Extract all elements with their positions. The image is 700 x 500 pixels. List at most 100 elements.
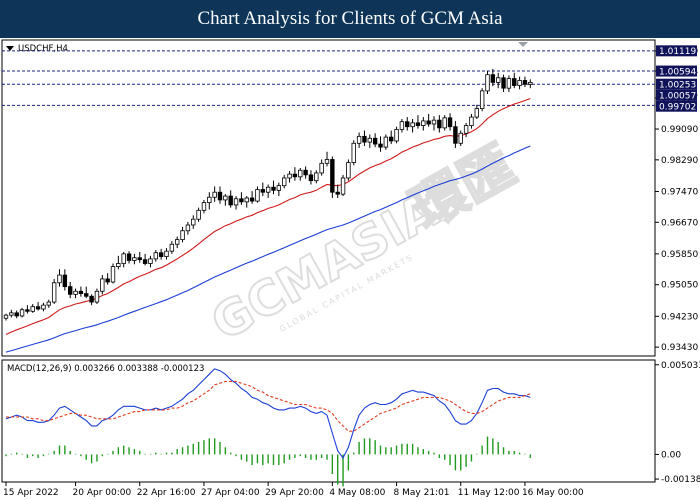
- candle: [356, 132, 362, 148]
- candle-body: [335, 191, 340, 195]
- candle: [335, 184, 340, 198]
- signal-line: [6, 380, 531, 432]
- dropdown-triangle-icon[interactable]: [6, 46, 14, 51]
- candle-body: [25, 309, 30, 312]
- candle-body: [415, 122, 421, 126]
- candle-body: [367, 137, 372, 143]
- price-tick-label: 0.93430: [661, 343, 698, 353]
- macd-tick-label: 0.005033: [661, 361, 700, 371]
- candle-body: [19, 309, 25, 317]
- candle: [62, 269, 68, 291]
- candle: [239, 192, 244, 205]
- macd-line: [5, 368, 531, 460]
- time-tick-label: 4 May 08:00: [329, 488, 385, 498]
- candle: [281, 174, 287, 189]
- candle-body: [89, 295, 94, 303]
- candle-body: [228, 195, 233, 206]
- price-tag-box: [656, 65, 697, 77]
- candle-body: [126, 253, 132, 261]
- candle: [330, 156, 335, 198]
- candle: [447, 113, 453, 131]
- candle: [453, 120, 458, 148]
- candle-body: [469, 116, 474, 126]
- candle: [9, 309, 14, 318]
- candle-body: [426, 120, 431, 125]
- candle-body: [164, 250, 169, 257]
- candle-body: [330, 159, 335, 193]
- candle-body: [223, 195, 228, 201]
- candle: [442, 115, 447, 131]
- time-tick-label: 11 May 12:00: [458, 488, 520, 498]
- candle: [169, 241, 175, 254]
- candle-body: [340, 177, 346, 195]
- candle-body: [110, 266, 116, 283]
- candle: [485, 70, 490, 94]
- candle-body: [458, 132, 463, 144]
- candle: [132, 253, 137, 265]
- candle-body: [356, 135, 362, 144]
- candle-body: [57, 274, 62, 284]
- candle: [490, 68, 496, 87]
- candle-body: [447, 117, 453, 128]
- candlesticks: [3, 68, 533, 321]
- candle: [495, 72, 501, 89]
- candle-body: [314, 172, 319, 182]
- candle: [191, 215, 196, 229]
- candle: [319, 159, 324, 176]
- candle: [19, 307, 25, 318]
- candle: [89, 294, 94, 306]
- candle: [351, 140, 356, 166]
- candle: [437, 115, 442, 133]
- candle-body: [207, 196, 212, 204]
- candle: [180, 226, 185, 243]
- candle: [463, 122, 469, 138]
- candle-body: [265, 186, 271, 193]
- candle: [35, 302, 41, 311]
- candle-body: [100, 278, 105, 292]
- candle-body: [217, 191, 223, 201]
- candle: [164, 248, 169, 260]
- candle: [30, 303, 35, 313]
- candle-body: [474, 108, 479, 118]
- candle-body: [46, 301, 51, 306]
- candle: [233, 196, 239, 210]
- candle: [174, 236, 180, 249]
- candle: [260, 182, 265, 197]
- price-tag-label: 1.00253: [659, 80, 696, 90]
- candle-body: [442, 117, 447, 129]
- candle: [46, 299, 51, 308]
- price-panel: [1, 39, 656, 357]
- candle-body: [105, 278, 110, 283]
- horizontal-levels: [2, 50, 655, 106]
- candle-body: [276, 185, 282, 191]
- candle-body: [399, 121, 405, 130]
- candle: [116, 255, 121, 270]
- candle: [458, 130, 463, 146]
- candle-body: [84, 293, 89, 297]
- candle: [244, 196, 249, 208]
- candle: [73, 288, 78, 299]
- candle-body: [324, 159, 330, 164]
- ma-slow-line: [5, 145, 531, 353]
- candle: [207, 192, 212, 210]
- candle: [14, 310, 19, 319]
- candle: [292, 167, 298, 181]
- candle: [372, 133, 378, 148]
- candle: [421, 117, 426, 131]
- price-tick-label: 0.98290: [661, 156, 698, 166]
- price-tag-label: 1.01119: [659, 47, 696, 57]
- candle-body: [153, 252, 158, 260]
- candle-body: [196, 209, 201, 220]
- candle-body: [68, 286, 73, 295]
- price-tag: 1.00057: [656, 89, 697, 101]
- price-tag-box: [656, 78, 697, 90]
- chart-shift-arrow-icon[interactable]: [518, 42, 528, 47]
- candle: [431, 116, 437, 131]
- symbol-label: USDCHF,H4: [18, 44, 68, 54]
- candle-body: [383, 136, 389, 148]
- candle-body: [281, 177, 287, 187]
- candle-body: [362, 135, 367, 143]
- candle: [314, 170, 319, 184]
- candle: [469, 113, 474, 129]
